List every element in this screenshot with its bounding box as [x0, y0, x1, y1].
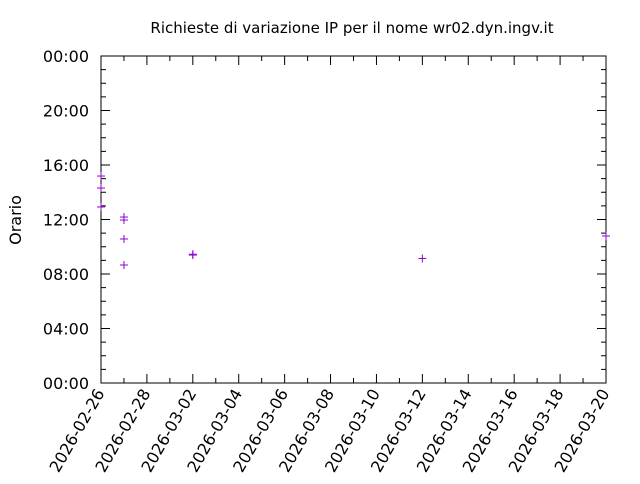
- axes: 00:0004:0008:0012:0016:0020:0000:002026-…: [43, 47, 614, 476]
- y-tick-label: 00:00: [43, 47, 89, 66]
- y-tick-label: 20:00: [43, 102, 89, 121]
- data-point: [602, 231, 610, 240]
- y-tick-label: 00:00: [43, 374, 89, 393]
- data-point: [418, 254, 427, 263]
- chart-title: Richieste di variazione IP per il nome w…: [150, 19, 553, 37]
- data-point: [97, 184, 105, 193]
- data-point: [188, 251, 197, 260]
- data-point: [119, 261, 128, 270]
- data-point: [119, 234, 128, 243]
- plot-border: [100, 55, 607, 384]
- data-points: [97, 172, 610, 270]
- y-tick-label: 04:00: [43, 320, 89, 339]
- y-tick-label: 08:00: [43, 265, 89, 284]
- y-tick-label: 12:00: [43, 211, 89, 230]
- data-point: [97, 202, 105, 211]
- data-point: [97, 172, 105, 181]
- y-tick-label: 16:00: [43, 156, 89, 175]
- y-axis-label: Orario: [6, 195, 25, 245]
- data-point: [119, 216, 128, 225]
